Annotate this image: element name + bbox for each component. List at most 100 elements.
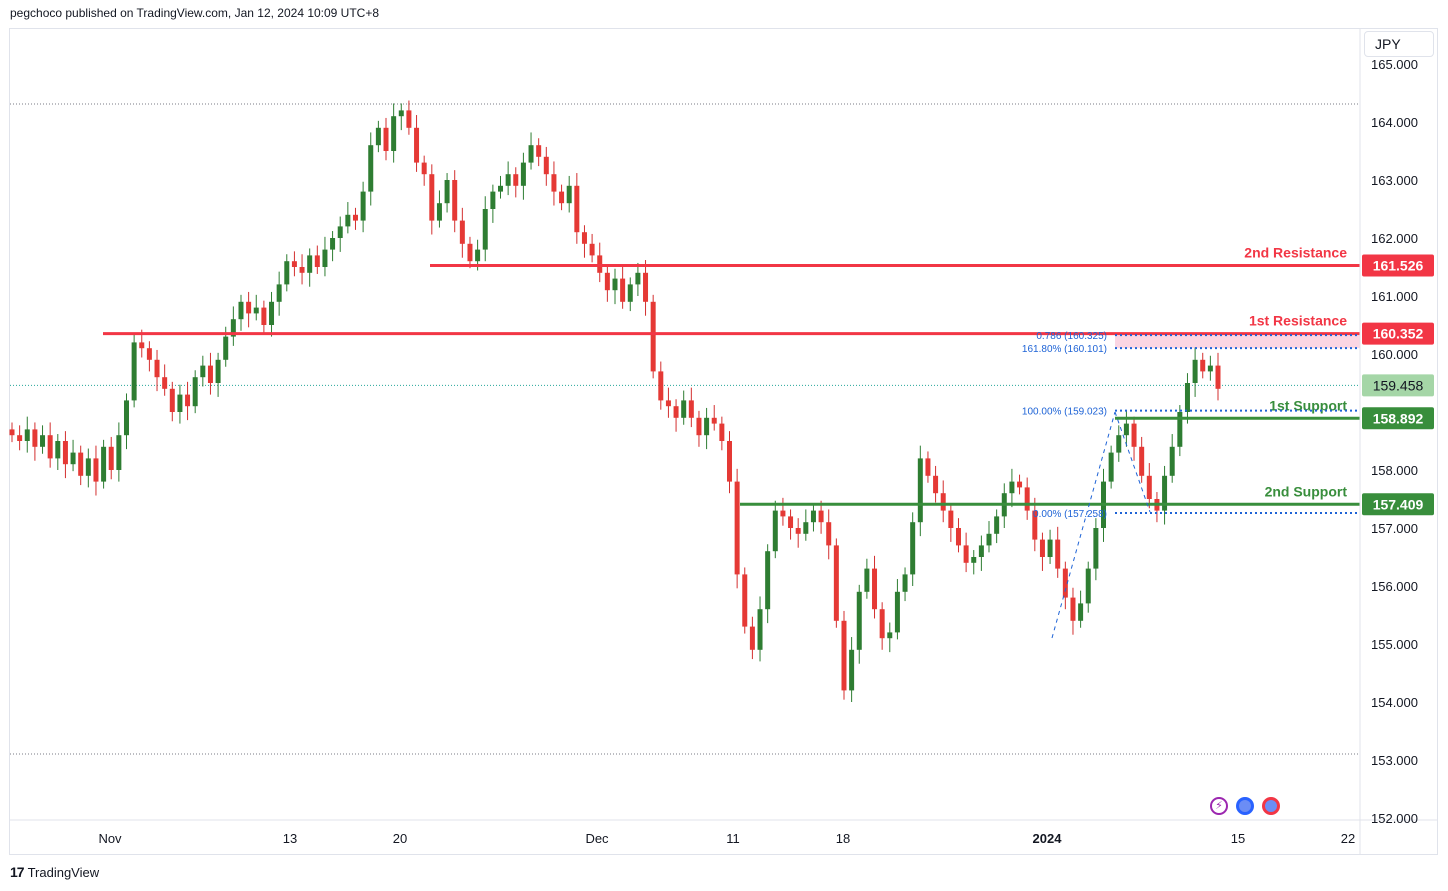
candle-body: [192, 377, 198, 407]
candle: [826, 509, 832, 560]
candle-body: [551, 174, 557, 192]
candle-body: [688, 400, 694, 418]
candle-body: [291, 261, 297, 267]
candle: [421, 155, 427, 186]
candle: [627, 277, 633, 312]
candle: [192, 370, 198, 414]
candle: [910, 512, 916, 586]
candle: [917, 445, 923, 537]
candle-body: [200, 365, 206, 378]
footer-brand[interactable]: TradingView: [27, 864, 100, 880]
candle-body: [391, 116, 397, 151]
candle-body: [330, 238, 336, 250]
candle: [1047, 529, 1053, 564]
candle: [207, 352, 213, 395]
candle-body: [1108, 452, 1114, 482]
candle: [70, 439, 76, 472]
candle-body: [589, 243, 595, 256]
candle-body: [261, 307, 267, 325]
candle-body: [383, 127, 389, 151]
candle: [780, 497, 786, 526]
candle-body: [612, 278, 618, 291]
candle: [1108, 445, 1114, 489]
candle-body: [1024, 487, 1030, 511]
candle: [32, 422, 38, 461]
candle-body: [818, 510, 824, 523]
candle: [803, 509, 809, 541]
candle-body: [604, 272, 610, 291]
candle-body: [1146, 475, 1152, 499]
candle: [635, 262, 641, 296]
candle: [459, 207, 465, 258]
candle: [894, 579, 900, 640]
candle-body: [1055, 539, 1061, 569]
candle: [169, 381, 175, 422]
date-tick-label: Nov: [98, 831, 122, 846]
candle: [795, 518, 801, 548]
candle: [719, 416, 725, 451]
price-tick-label: 158.000: [1371, 463, 1418, 478]
candle-body: [872, 568, 878, 610]
candle-body: [284, 261, 290, 285]
candle: [505, 161, 511, 196]
candle-body: [215, 359, 221, 383]
candle: [406, 100, 412, 135]
date-tick-label: 13: [283, 831, 297, 846]
grid-layer: [10, 103, 1360, 755]
candle: [291, 251, 297, 277]
candle-body: [299, 267, 305, 273]
candle: [345, 202, 351, 234]
candle-body: [223, 336, 229, 360]
candle-body: [40, 435, 46, 447]
candle: [1146, 463, 1152, 509]
date-tick-label: 18: [836, 831, 850, 846]
candle: [574, 173, 580, 244]
candle-body: [833, 545, 839, 621]
date-tick-label: Dec: [585, 831, 609, 846]
candle-body: [894, 591, 900, 633]
candle: [711, 405, 717, 431]
candle: [902, 567, 908, 602]
candle-body: [253, 307, 259, 314]
date-tick-label: 15: [1231, 831, 1245, 846]
price-tick-label: 162.000: [1371, 231, 1418, 246]
candle: [665, 387, 671, 418]
candle: [101, 439, 107, 489]
candle: [955, 518, 961, 553]
candle: [566, 175, 572, 213]
globe-icon[interactable]: [1236, 797, 1254, 815]
candle-body: [726, 441, 732, 482]
candle-body: [1078, 603, 1084, 621]
candle-body: [436, 203, 442, 221]
currency-selector[interactable]: JPY: [1364, 31, 1434, 57]
globe-icon-2[interactable]: [1262, 797, 1280, 815]
candle: [360, 181, 366, 233]
candle-body: [856, 591, 862, 650]
price-tick-label: 163.000: [1371, 173, 1418, 188]
level-price-badge: [1362, 254, 1434, 277]
candle-body: [795, 528, 801, 534]
candle: [528, 132, 534, 170]
candle: [1123, 410, 1129, 447]
candle-body: [1192, 359, 1198, 383]
candle: [375, 120, 381, 153]
candle: [154, 349, 160, 392]
candle-body: [1184, 383, 1190, 412]
candle-body: [452, 180, 458, 221]
candle-body: [780, 510, 786, 517]
level-price-badge: [1362, 407, 1434, 430]
candle-body: [772, 510, 778, 552]
candle-body: [749, 626, 755, 650]
candle: [1116, 425, 1122, 462]
candle-body: [32, 429, 38, 447]
candle-body: [368, 145, 374, 192]
candle: [864, 558, 870, 599]
candle-body: [955, 528, 961, 546]
candle: [299, 254, 305, 285]
candle: [1207, 355, 1213, 381]
candle: [398, 103, 404, 131]
candle: [131, 332, 137, 408]
lightning-icon[interactable]: ⚡: [1210, 797, 1228, 815]
candle: [872, 555, 878, 619]
